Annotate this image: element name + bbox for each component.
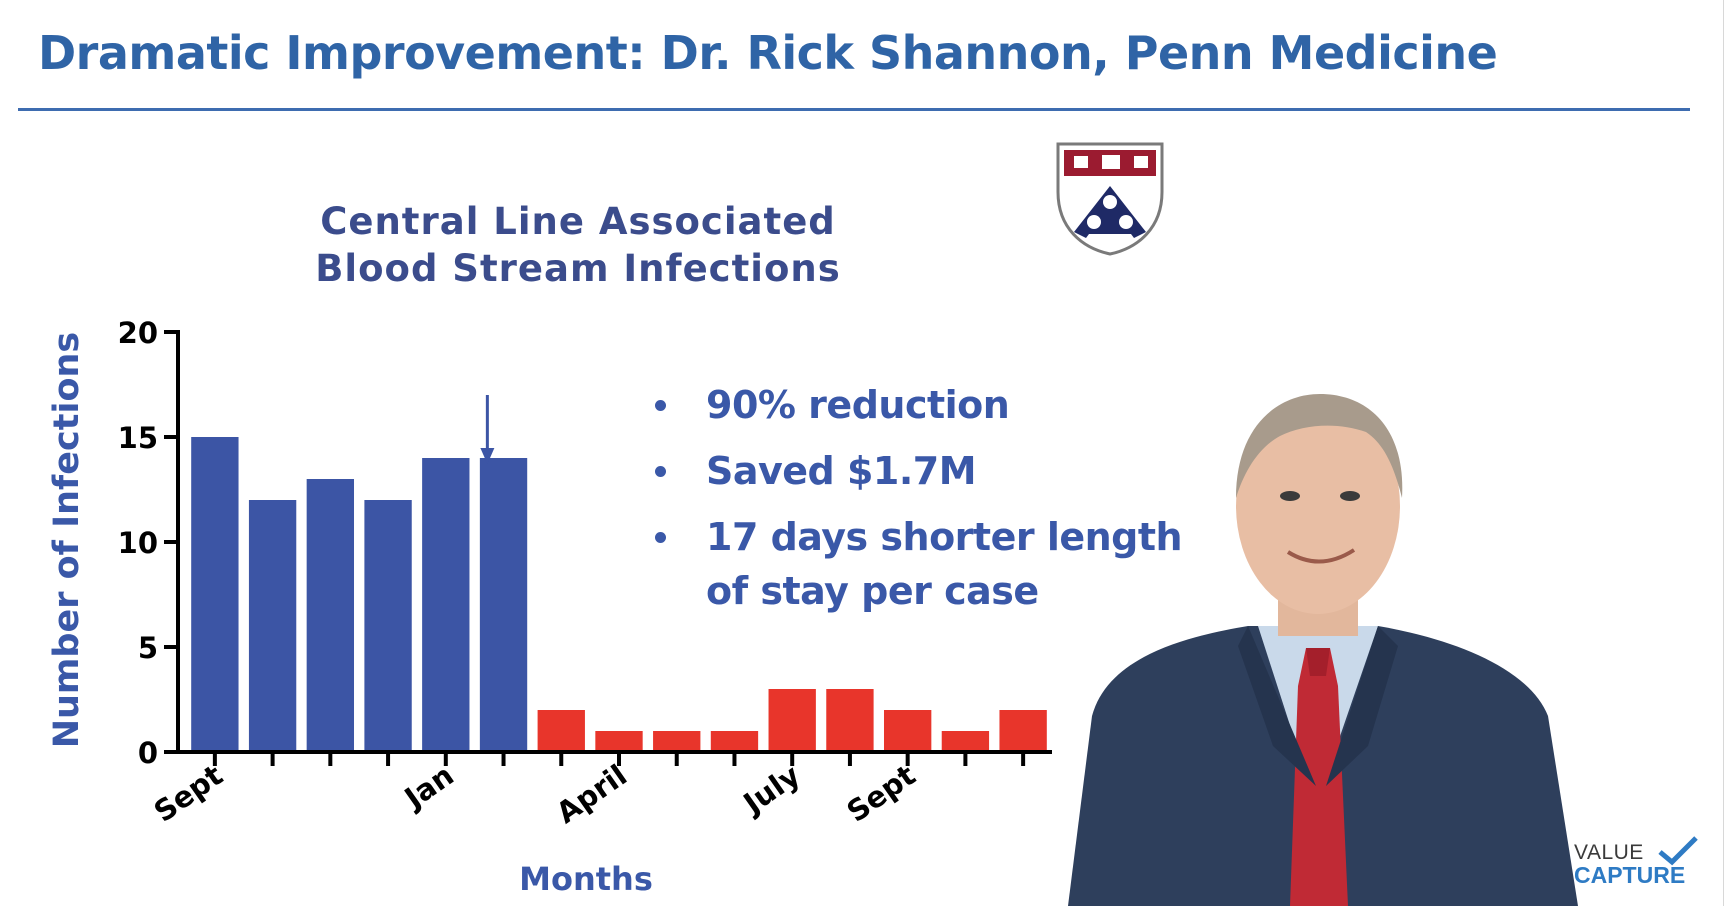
y-tick-label: 15: [118, 421, 158, 455]
chart-bar: [364, 500, 412, 752]
x-tick-label: Jan: [397, 758, 460, 816]
bullet-reduction: 90% reduction: [650, 378, 1226, 432]
y-tick-label: 20: [118, 316, 158, 350]
chart-bar: [999, 710, 1047, 752]
down-arrow-head: [480, 448, 495, 464]
chart-bar: [941, 731, 990, 752]
chart-bar: [826, 689, 874, 752]
x-tick-label: April: [550, 758, 633, 830]
chart-bar: [191, 437, 239, 752]
y-axis-label: Number of Infections: [47, 332, 87, 749]
y-tick-label: 5: [138, 631, 158, 665]
chart-bar: [883, 710, 932, 752]
chart-bar: [595, 731, 643, 752]
checkmark-icon: [1658, 836, 1698, 866]
chart-bar: [653, 731, 701, 752]
key-results-list: 90% reduction Saved $1.7M 17 days shorte…: [650, 378, 1226, 630]
chart-title-line-1: Central Line Associated: [320, 200, 836, 243]
x-tick-label: July: [736, 758, 807, 822]
infections-bar-chart: Central Line Associated Blood Stream Inf…: [47, 200, 1052, 898]
brand-line-2: CAPTURE: [1574, 862, 1686, 888]
university-shield-icon: [1056, 142, 1164, 256]
x-tick-label: Sept: [148, 758, 229, 829]
brand-logo: VALUE CAPTURE: [1574, 836, 1706, 888]
brand-line-1: VALUE: [1574, 841, 1644, 864]
y-tick-label: 10: [118, 526, 158, 560]
y-tick-label: 0: [138, 736, 158, 770]
slide-title: Dramatic Improvement: Dr. Rick Shannon, …: [38, 26, 1498, 80]
chart-bar: [710, 731, 759, 752]
bullet-savings: Saved $1.7M: [650, 444, 1226, 498]
chart-title-line-2: Blood Stream Infections: [315, 247, 841, 290]
bullet-length-of-stay: 17 days shorter length of stay per case: [650, 510, 1226, 618]
chart-bar: [306, 479, 355, 752]
x-tick-label: Sept: [841, 758, 922, 829]
chart-bar: [537, 710, 585, 752]
chart-bar: [248, 500, 297, 752]
title-divider: [18, 108, 1690, 111]
chart-bar: [768, 689, 816, 752]
x-axis-label: Months: [519, 860, 653, 898]
chart-bar: [422, 458, 470, 752]
person-photo: [1068, 394, 1578, 906]
chart-bar: [479, 458, 528, 752]
